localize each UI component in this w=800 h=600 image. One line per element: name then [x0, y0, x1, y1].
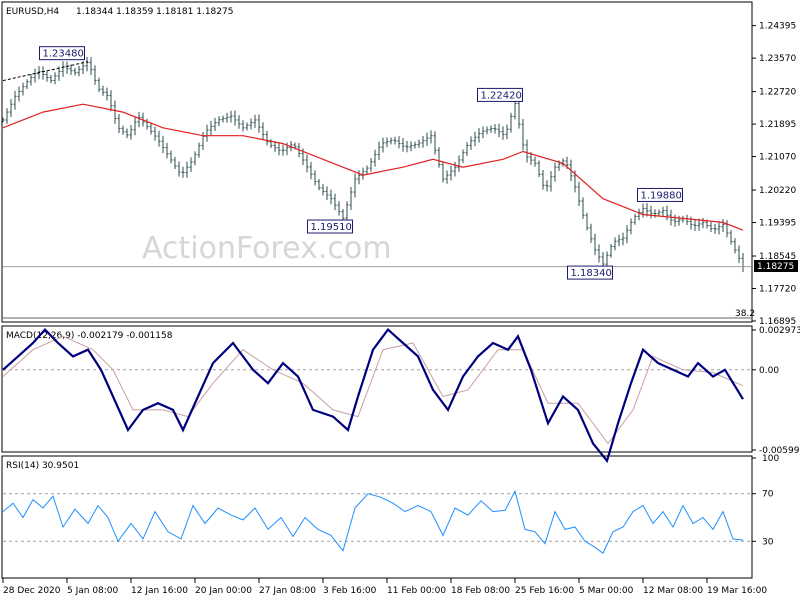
- x-tick-label: 19 Mar 16:00: [707, 586, 767, 596]
- axes-group: 1.24395 1.23570 1.22720 1.21895 1.21070 1.202…: [2, 22, 800, 596]
- rsi-series-group: [2, 489, 751, 554]
- swing-label-box: [567, 265, 613, 280]
- x-tick-label: 5 Jan 08:00: [67, 586, 119, 596]
- watermark: ActionForex.com: [142, 231, 391, 266]
- price-y-tick-label: 1.21895: [759, 120, 796, 130]
- swing-label: 1.19510: [311, 222, 352, 233]
- moving-average-line: [2, 103, 744, 231]
- swing-label-box: [637, 187, 683, 202]
- macd-header: MACD(12,26,9) -0.002179 -0.001158: [6, 331, 173, 341]
- macd-y-tick-label: 0.002973: [759, 326, 800, 336]
- current-price-box: [754, 260, 798, 272]
- x-tick-label: 20 Jan 00:00: [195, 586, 252, 596]
- price-y-tick-label: 1.16895: [759, 317, 796, 327]
- swing-label: 1.23480: [43, 49, 84, 60]
- symbol-label: EURUSD,H4: [6, 7, 59, 17]
- price-panel: [1, 1, 753, 323]
- swing-label: 1.19880: [641, 190, 682, 201]
- x-tick-label: 28 Dec 2020: [3, 586, 61, 596]
- swing-label: 1.18340: [571, 268, 612, 279]
- x-tick-label: 11 Feb 00:00: [387, 586, 446, 596]
- current-price-label: 1.18275: [757, 262, 794, 272]
- macd-series-group: [2, 327, 751, 464]
- macd-signal-line: [2, 335, 744, 445]
- price-y-tick-label: 1.21070: [759, 153, 796, 163]
- trend-line: [2, 61, 89, 82]
- swing-label: 1.22420: [481, 90, 522, 101]
- price-y-tick-label: 1.22720: [759, 88, 796, 98]
- macd-y-tick-label: 0.00: [759, 366, 779, 376]
- x-tick-label: 5 Mar 00:00: [579, 586, 634, 596]
- price-y-tick-label: 1.23570: [759, 54, 796, 64]
- macd-y-tick-label: -0.005996: [759, 446, 800, 456]
- rsi-panel: [1, 455, 753, 579]
- macd-main-line: [2, 327, 744, 464]
- rsi-y-tick-label: 70: [762, 490, 774, 500]
- x-tick-label: 18 Feb 08:00: [451, 586, 510, 596]
- swing-label-box: [477, 87, 523, 102]
- price-y-tick-label: 1.24395: [759, 22, 796, 32]
- price-y-tick-label: 1.20220: [759, 186, 796, 196]
- rsi-y-tick-label: 30: [762, 537, 774, 547]
- rsi-line: [2, 489, 744, 554]
- rsi-header: RSI(14) 30.9501: [6, 461, 79, 471]
- swing-label-box: [307, 219, 353, 234]
- rsi-y-tick-label: 100: [762, 454, 779, 464]
- x-tick-label: 12 Mar 08:00: [643, 586, 703, 596]
- price-series-group: 1.23480 1.19510 1.22420 1.18340 1.19880: [1, 46, 751, 319]
- x-tick-label: 3 Feb 16:00: [323, 586, 377, 596]
- swing-label-box: [39, 46, 85, 61]
- macd-panel: [1, 325, 753, 453]
- fib-label: 38.2: [735, 309, 755, 319]
- price-y-tick-label: 1.17720: [759, 285, 796, 295]
- price-y-tick-label: 1.18545: [759, 252, 796, 262]
- x-tick-label: 25 Feb 16:00: [515, 586, 574, 596]
- ohlc-label: 1.18344 1.18359 1.18181 1.18275: [76, 7, 233, 17]
- x-tick-label: 27 Jan 08:00: [259, 586, 316, 596]
- price-y-tick-label: 1.19395: [759, 219, 796, 229]
- x-tick-label: 12 Jan 16:00: [131, 586, 188, 596]
